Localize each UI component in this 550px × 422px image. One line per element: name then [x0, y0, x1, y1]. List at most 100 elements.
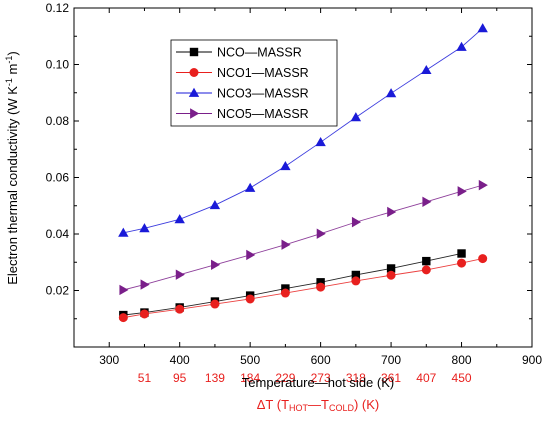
y-axis-title: Electron thermal conductivity (W K-1 m-1… [4, 51, 20, 285]
data-point-triangle-up [315, 136, 326, 147]
data-point-square [422, 256, 431, 266]
delta-t-tick-label: 361 [381, 371, 401, 385]
y-title-exp-1: -1 [4, 78, 14, 86]
delta-t-title-hot-subscript: HOT [289, 403, 309, 413]
delta-t-title-part-3: ) (K) [354, 397, 379, 412]
delta-t-tick-label: 229 [275, 371, 295, 385]
y-tick-label: 0.04 [46, 227, 70, 241]
series-line [123, 28, 483, 234]
legend-label: NCO1—MASSR [217, 66, 309, 80]
data-point-square [351, 270, 361, 280]
y-tick-label: 0.10 [46, 58, 70, 72]
data-point-triangle-right [387, 206, 397, 218]
x-tick-label: 600 [311, 353, 331, 367]
y-tick-label: 0.06 [46, 171, 70, 185]
data-point-triangle-up [421, 64, 432, 75]
data-point-triangle-right [211, 259, 221, 270]
data-point-circle [478, 254, 488, 264]
data-point-circle [189, 68, 199, 77]
data-point-square [386, 264, 396, 273]
legend-label: NCO3—MASSR [217, 87, 309, 101]
data-point-triangle-right [140, 279, 150, 290]
data-point-triangle-up [244, 182, 256, 192]
y-tick-label: 0.08 [46, 114, 70, 128]
data-point-circle [386, 270, 396, 280]
data-point-square [457, 249, 466, 258]
data-point-square [189, 47, 199, 57]
series-layer [118, 23, 488, 323]
data-point-circle [316, 282, 326, 292]
x-tick-label: 700 [381, 353, 401, 367]
data-point-triangle-right [351, 216, 362, 228]
x-tick-label: 300 [99, 353, 119, 367]
data-point-triangle-up [477, 23, 488, 33]
data-point-triangle-right [457, 186, 467, 197]
data-point-triangle-right [478, 179, 488, 191]
data-point-square [316, 278, 325, 287]
x-tick-label: 400 [170, 353, 190, 367]
delta-t-tick-label: 273 [311, 371, 331, 385]
data-point-circle [210, 299, 220, 309]
data-point-triangle-right [316, 228, 326, 239]
data-point-triangle-right [246, 249, 256, 261]
legend-item: NCO1—MASSR [176, 66, 309, 80]
delta-t-tick-label: 139 [205, 371, 225, 385]
delta-t-tick-label: 184 [240, 371, 260, 385]
data-point-triangle-up [139, 223, 150, 233]
data-point-triangle-right [190, 108, 200, 119]
delta-t-tick-label: 407 [416, 371, 436, 385]
y-title-part-1: Electron thermal conductivity (W K [5, 86, 20, 285]
data-point-triangle-up [118, 227, 129, 237]
data-point-circle [245, 294, 255, 304]
data-point-circle [351, 276, 361, 286]
y-title-exp-2: -1 [4, 56, 14, 64]
legend: NCO—MASSR NCO1—MASSR NCO3—MASSR NCO5—MASSR [170, 39, 338, 127]
data-point-triangle-up [188, 87, 200, 97]
x-axis-title: Temperature—hot side (K) [242, 375, 394, 390]
data-point-triangle-up [209, 199, 221, 210]
data-point-triangle-right [175, 269, 185, 280]
series-line [123, 258, 483, 319]
x-tick-label: 900 [522, 353, 542, 367]
data-point-triangle-up [280, 161, 291, 171]
data-point-triangle-right [281, 239, 291, 250]
delta-t-tick-label: 95 [173, 371, 187, 385]
delta-t-title-part-2: —T [308, 397, 329, 412]
x-tick-label: 500 [240, 353, 260, 367]
series-2 [118, 23, 488, 237]
series-0 [119, 249, 466, 320]
data-point-circle [175, 304, 185, 314]
y-title-part-3: ) [5, 51, 20, 55]
axis-ticks: 300 400 500 600 700 800 900 0.02 0.04 0.06 0.08 0.1… [46, 1, 543, 385]
data-point-triangle-up [456, 41, 467, 51]
data-point-triangle-up [174, 214, 185, 224]
data-point-triangle-right [422, 196, 432, 207]
x-tick-label: 800 [452, 353, 472, 367]
legend-item: NCO5—MASSR [176, 107, 309, 121]
data-point-circle [118, 313, 128, 323]
series-line [123, 253, 462, 316]
delta-t-tick-label: 318 [346, 371, 366, 385]
data-point-circle [280, 288, 290, 298]
y-tick-label: 0.02 [46, 284, 70, 298]
legend-label: NCO—MASSR [217, 46, 302, 60]
series-line [123, 184, 483, 291]
data-point-circle [139, 309, 149, 319]
series-3 [119, 179, 488, 296]
legend-box [170, 39, 338, 127]
legend-label: NCO5—MASSR [217, 107, 309, 121]
data-point-triangle-up [350, 112, 362, 122]
data-point-circle [457, 258, 467, 268]
data-point-triangle-up [385, 88, 397, 98]
data-point-triangle-right [119, 284, 129, 296]
y-title-part-2: m [5, 64, 20, 78]
delta-t-title-cold-subscript: COLD [329, 403, 355, 413]
delta-t-axis-title: ΔT (THOT—TCOLD) (K) [257, 397, 380, 413]
delta-t-tick-label: 450 [452, 371, 472, 385]
y-tick-label: 0.12 [46, 1, 70, 15]
delta-t-tick-label: 51 [138, 371, 152, 385]
delta-t-title-part-1: ΔT (T [257, 397, 289, 412]
legend-item: NCO—MASSR [176, 46, 302, 60]
legend-item: NCO3—MASSR [176, 87, 309, 101]
